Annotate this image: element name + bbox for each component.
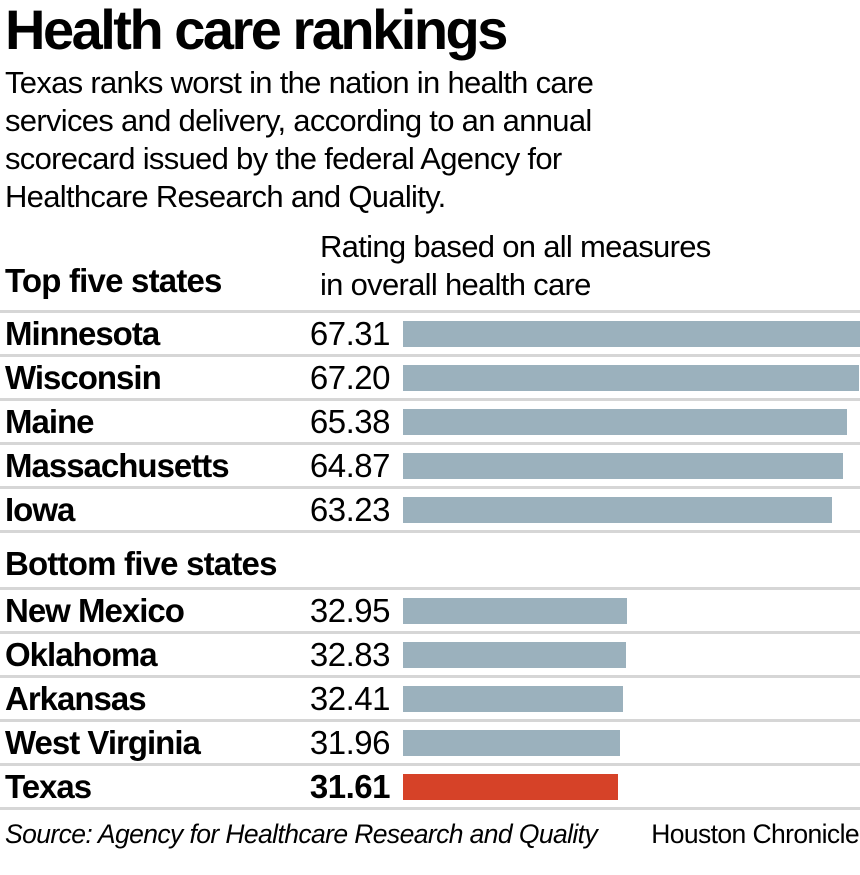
table-row: Oklahoma 32.83 — [0, 631, 860, 675]
subtitle-line: services and delivery, according to an a… — [5, 103, 592, 138]
subtitle-line: Healthcare Research and Quality. — [5, 179, 446, 214]
rating-value: 63.23 — [309, 490, 391, 528]
state-label: West Virginia — [5, 723, 201, 761]
rating-value: 67.31 — [309, 314, 391, 352]
state-label: Arkansas — [5, 679, 147, 717]
bar-track — [403, 452, 860, 479]
source-credit: Source: Agency for Healthcare Research a… — [5, 819, 598, 849]
state-label: Minnesota — [5, 314, 160, 352]
top-five-table: Minnesota 67.31 Wisconsin 67.20 Maine 65.38 Ma… — [0, 310, 860, 533]
bottom-five-table: New Mexico 32.95 Oklahoma 32.83 Arkansas 32.4… — [0, 587, 860, 810]
table-row: Wisconsin 67.20 — [0, 354, 860, 398]
rating-bar — [403, 320, 860, 347]
rating-value: 64.87 — [309, 446, 391, 484]
rating-bar — [403, 729, 620, 756]
bar-track — [403, 641, 860, 668]
state-label: Texas — [5, 767, 92, 805]
axis-note-line: in overall health care — [320, 267, 591, 302]
bar-track — [403, 773, 860, 800]
table-row: Texas 31.61 — [0, 763, 860, 807]
chart-subtitle: Texas ranks worst in the nation in healt… — [5, 64, 860, 216]
bar-track — [403, 685, 860, 712]
bar-track — [403, 496, 860, 523]
chart-title: Health care rankings — [5, 0, 508, 61]
rating-value: 65.38 — [309, 402, 391, 440]
axis-note: Rating based on all measures in overall … — [320, 228, 711, 304]
rating-bar — [403, 496, 833, 523]
bar-track — [403, 729, 860, 756]
table-row: West Virginia 31.96 — [0, 719, 860, 763]
subtitle-line: scorecard issued by the federal Agency f… — [5, 141, 562, 176]
rating-value: 31.61 — [309, 767, 391, 805]
footer: Source: Agency for Healthcare Research a… — [0, 810, 860, 850]
state-label: Maine — [5, 402, 95, 440]
rating-bar — [403, 408, 847, 435]
table-row: Arkansas 32.41 — [0, 675, 860, 719]
table-row: Maine 65.38 — [0, 398, 860, 442]
group-heading-bottom-five: Bottom five states — [5, 545, 277, 582]
group-heading-bottom-five-wrap: Bottom five states — [0, 533, 860, 587]
bar-track — [403, 364, 860, 391]
state-label: Iowa — [5, 490, 75, 528]
subtitle-line: Texas ranks worst in the nation in healt… — [5, 65, 594, 100]
state-label: New Mexico — [5, 591, 185, 629]
group-heading-top-five: Top five states — [5, 262, 222, 299]
table-row: New Mexico 32.95 — [0, 587, 860, 631]
column-header: Top five states Rating based on all meas… — [0, 216, 860, 310]
rating-value: 32.95 — [309, 591, 391, 629]
rating-value: 67.20 — [309, 358, 391, 396]
rating-bar — [403, 364, 860, 391]
rating-value: 31.96 — [309, 723, 391, 761]
publisher-credit: Houston Chronicle — [651, 819, 859, 849]
state-label: Oklahoma — [5, 635, 158, 673]
axis-note-line: Rating based on all measures — [320, 229, 711, 264]
state-label: Wisconsin — [5, 358, 162, 396]
rating-bar — [403, 641, 626, 668]
table-row: Massachusetts 64.87 — [0, 442, 860, 486]
table-row: Minnesota 67.31 — [0, 310, 860, 354]
rating-bar — [403, 685, 624, 712]
rating-bar — [403, 597, 627, 624]
rating-value: 32.41 — [309, 679, 391, 717]
rating-bar — [403, 452, 844, 479]
bar-track — [403, 408, 860, 435]
rating-bar-highlighted — [403, 773, 618, 800]
table-row: Iowa 63.23 — [0, 486, 860, 530]
state-label: Massachusetts — [5, 446, 230, 484]
bar-track — [403, 597, 860, 624]
rating-value: 32.83 — [309, 635, 391, 673]
bar-track — [403, 320, 860, 347]
